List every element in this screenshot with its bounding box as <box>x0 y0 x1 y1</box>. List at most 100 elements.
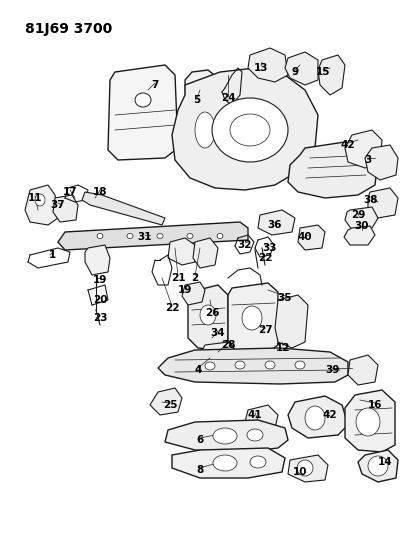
Text: 13: 13 <box>254 63 268 73</box>
Polygon shape <box>200 342 235 364</box>
Ellipse shape <box>242 306 262 330</box>
Polygon shape <box>298 225 325 250</box>
Text: 20: 20 <box>93 295 107 305</box>
Ellipse shape <box>250 456 266 468</box>
Polygon shape <box>345 130 382 168</box>
Ellipse shape <box>212 98 288 162</box>
Text: 38: 38 <box>364 195 378 205</box>
Ellipse shape <box>187 233 193 238</box>
Polygon shape <box>348 355 378 385</box>
Ellipse shape <box>295 361 305 369</box>
Text: 37: 37 <box>51 200 65 210</box>
Ellipse shape <box>305 406 325 430</box>
Text: 19: 19 <box>178 285 192 295</box>
Text: 2: 2 <box>191 273 199 283</box>
Text: 7: 7 <box>151 80 159 90</box>
Polygon shape <box>25 185 58 225</box>
Text: 6: 6 <box>196 435 204 445</box>
Polygon shape <box>228 283 278 352</box>
Polygon shape <box>158 348 348 384</box>
Ellipse shape <box>195 112 215 148</box>
Text: 24: 24 <box>221 93 235 103</box>
Polygon shape <box>358 450 398 482</box>
Polygon shape <box>182 282 205 305</box>
Polygon shape <box>108 65 178 160</box>
Ellipse shape <box>213 455 237 471</box>
Polygon shape <box>53 195 78 222</box>
Text: 16: 16 <box>368 400 382 410</box>
Text: 12: 12 <box>276 343 290 353</box>
Ellipse shape <box>213 428 237 444</box>
Polygon shape <box>288 455 328 482</box>
Polygon shape <box>150 388 182 415</box>
Text: 23: 23 <box>93 313 107 323</box>
Ellipse shape <box>157 233 163 238</box>
Ellipse shape <box>205 362 215 370</box>
Text: 32: 32 <box>238 240 252 250</box>
Ellipse shape <box>368 456 388 476</box>
Polygon shape <box>172 68 318 190</box>
Text: 28: 28 <box>221 340 235 350</box>
Polygon shape <box>275 295 308 348</box>
Text: 40: 40 <box>298 232 312 242</box>
Polygon shape <box>288 142 378 198</box>
Polygon shape <box>82 192 165 225</box>
Text: 42: 42 <box>323 410 337 420</box>
Text: 39: 39 <box>325 365 339 375</box>
Text: 3: 3 <box>364 155 372 165</box>
Text: 19: 19 <box>93 275 107 285</box>
Text: 5: 5 <box>193 95 201 105</box>
Ellipse shape <box>135 93 151 107</box>
Text: 17: 17 <box>63 187 77 197</box>
Text: 29: 29 <box>351 210 365 220</box>
Text: 4: 4 <box>194 365 202 375</box>
Polygon shape <box>368 188 398 218</box>
Polygon shape <box>165 420 288 452</box>
Text: 81J69 3700: 81J69 3700 <box>25 22 112 36</box>
Text: 35: 35 <box>278 293 292 303</box>
Ellipse shape <box>35 194 45 206</box>
Ellipse shape <box>247 429 263 441</box>
Text: 11: 11 <box>28 193 42 203</box>
Polygon shape <box>344 226 375 245</box>
Text: 15: 15 <box>316 67 330 77</box>
Polygon shape <box>258 210 295 235</box>
Text: 21: 21 <box>171 273 185 283</box>
Text: 8: 8 <box>196 465 204 475</box>
Polygon shape <box>172 448 285 478</box>
Text: 22: 22 <box>258 253 272 263</box>
Ellipse shape <box>265 361 275 369</box>
Text: 9: 9 <box>292 67 299 77</box>
Text: 22: 22 <box>165 303 179 313</box>
Text: 31: 31 <box>138 232 152 242</box>
Polygon shape <box>245 405 278 432</box>
Text: 33: 33 <box>263 243 277 253</box>
Polygon shape <box>318 55 345 95</box>
Ellipse shape <box>97 233 103 238</box>
Text: 25: 25 <box>163 400 177 410</box>
Text: 18: 18 <box>93 187 107 197</box>
Polygon shape <box>58 222 248 250</box>
Text: 34: 34 <box>211 328 225 338</box>
Text: 41: 41 <box>248 410 262 420</box>
Polygon shape <box>345 390 395 452</box>
Polygon shape <box>85 245 110 275</box>
Polygon shape <box>365 145 398 180</box>
Text: 10: 10 <box>293 467 307 477</box>
Text: 36: 36 <box>268 220 282 230</box>
Text: 14: 14 <box>377 457 392 467</box>
Polygon shape <box>193 238 218 268</box>
Polygon shape <box>285 52 318 85</box>
Polygon shape <box>345 207 378 230</box>
Ellipse shape <box>235 361 245 369</box>
Text: 27: 27 <box>258 325 272 335</box>
Ellipse shape <box>200 305 216 325</box>
Polygon shape <box>248 48 288 82</box>
Polygon shape <box>188 285 228 350</box>
Ellipse shape <box>297 460 313 476</box>
Polygon shape <box>185 70 222 175</box>
Text: 26: 26 <box>205 308 219 318</box>
Ellipse shape <box>217 233 223 238</box>
Text: 42: 42 <box>341 140 355 150</box>
Text: 1: 1 <box>48 250 56 260</box>
